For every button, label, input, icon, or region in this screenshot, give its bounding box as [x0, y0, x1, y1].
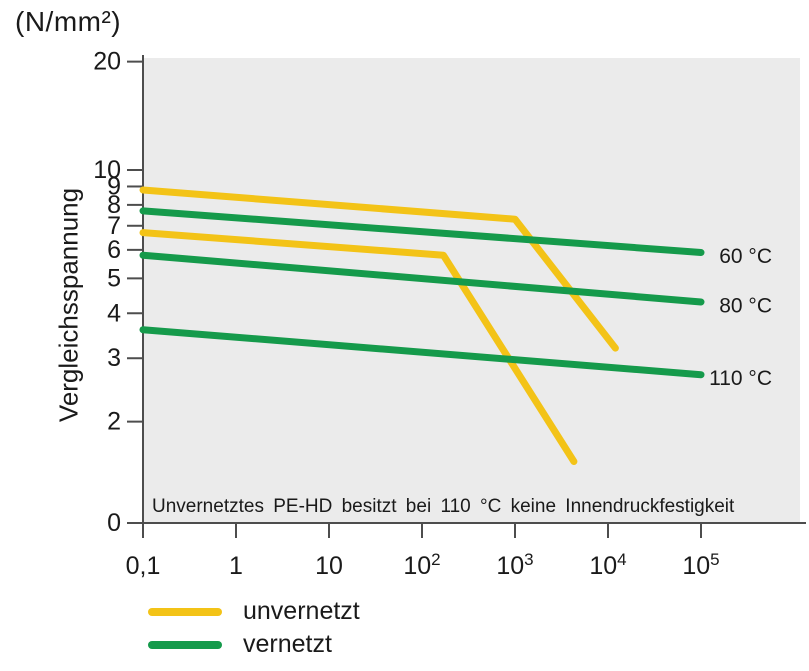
- legend-label-vernetzt: vernetzt: [243, 630, 332, 658]
- y-tick-label: 5: [107, 264, 121, 292]
- x-tick-label: 1: [229, 552, 243, 580]
- y-tick-label: 9: [107, 172, 121, 200]
- legend-item-vernetzt: vernetzt: [148, 628, 360, 661]
- x-tick-label: 103: [496, 550, 533, 580]
- annotation-text: Unvernetztes PE-HD besitzt bei 110 °C ke…: [152, 496, 735, 517]
- y-tick-label: 7: [107, 212, 121, 240]
- x-tick-label: 102: [403, 550, 440, 580]
- series-line-vernetzt-60-c: [139, 207, 705, 256]
- temperature-label: 60 °C: [719, 245, 772, 268]
- temperature-label: 80 °C: [719, 294, 772, 317]
- y-tick-label: 20: [93, 48, 121, 76]
- y-axis-title: Vergleichsspannung: [53, 187, 84, 423]
- y-tick-label: 3: [107, 344, 121, 372]
- series-line-vernetzt-80-c: [139, 251, 705, 306]
- y-tick-label: 8: [107, 191, 121, 219]
- x-tick-label: 0,1: [126, 552, 161, 580]
- legend: unvernetzt vernetzt: [148, 595, 360, 661]
- legend-swatch-unvernetzt: [148, 607, 222, 616]
- legend-label-unvernetzt: unvernetzt: [243, 597, 360, 625]
- y-tick-label: 10: [93, 156, 121, 184]
- y-origin-label: 0: [107, 509, 121, 537]
- y-tick-label: 2: [107, 408, 121, 436]
- y-tick-label: 4: [107, 299, 121, 327]
- y-tick-label: 6: [107, 236, 121, 264]
- series-line-unvernetzt-80-c: [139, 229, 578, 465]
- x-tick-label: 104: [589, 550, 626, 580]
- y-axis-unit-label: (N/mm²): [15, 6, 122, 37]
- temperature-label: 110 °C: [709, 367, 772, 390]
- series-line-unvernetzt-60-c: [139, 186, 619, 352]
- x-tick-label: 105: [682, 550, 719, 580]
- plot-area: [143, 58, 800, 523]
- legend-item-unvernetzt: unvernetzt: [148, 595, 360, 628]
- legend-swatch-vernetzt: [148, 640, 222, 649]
- x-tick-label: 10: [315, 552, 343, 580]
- series-line-vernetzt-110-c: [139, 326, 705, 379]
